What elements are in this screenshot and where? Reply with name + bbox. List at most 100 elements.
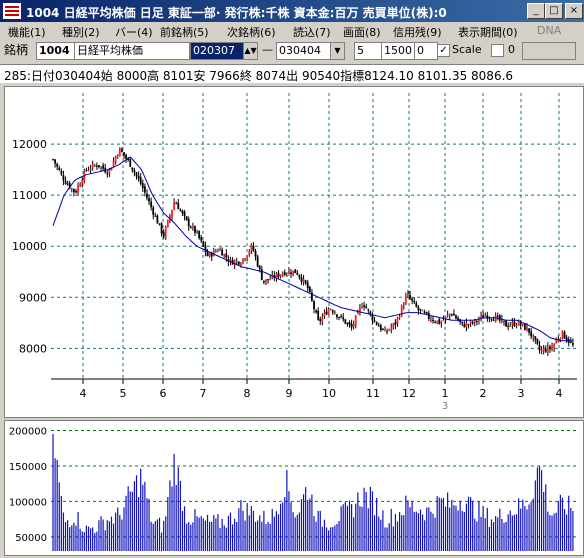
menu-function[interactable]: 機能(1): [8, 26, 46, 39]
candle-body: [248, 251, 251, 255]
candle-body: [217, 251, 219, 253]
candle-body: [333, 313, 336, 315]
candle-body: [110, 167, 113, 171]
candle-body: [194, 226, 196, 233]
candle-body: [400, 305, 403, 317]
candle-body: [158, 223, 161, 225]
price-y-tick-label: 8000: [19, 342, 47, 355]
candle-body: [356, 310, 359, 315]
candle-body: [432, 319, 434, 322]
candle-body: [323, 312, 326, 317]
candle-body: [379, 325, 382, 331]
symbol-code-input[interactable]: 1004: [36, 42, 76, 60]
volume-chart-panel[interactable]: 50000 100000 150000 200000: [4, 420, 584, 556]
candle-body: [402, 305, 405, 307]
candle-body: [62, 175, 65, 181]
candle-body: [154, 215, 157, 217]
candle-body: [77, 185, 79, 193]
quote-info-text: 285:日付030404始 8000高 8101安 7966終 8074出 90…: [4, 69, 514, 83]
scale-value-checkbox[interactable]: [491, 44, 504, 57]
candle-body: [300, 277, 303, 282]
start-date-input[interactable]: 020307: [190, 42, 246, 60]
candle-body: [569, 341, 572, 343]
menu-next-symbol[interactable]: 次銘柄(6): [227, 26, 276, 39]
quote-info-bar: 285:日付030404始 8000高 8101安 7966終 8074出 90…: [0, 64, 584, 83]
candle-body: [494, 315, 497, 322]
candle-body: [288, 270, 290, 274]
candle-body: [342, 317, 345, 320]
start-date-spinner[interactable]: ▲▼: [243, 42, 258, 60]
candle-body: [177, 202, 180, 210]
menu-bar-type[interactable]: バー(4): [115, 26, 153, 39]
candle-body: [384, 330, 386, 332]
menu-margin[interactable]: 信用残(9): [393, 26, 442, 39]
scale-checkbox[interactable]: ✓: [437, 44, 450, 57]
candle-body: [338, 316, 340, 318]
price-y-tick-label: 11000: [12, 189, 47, 202]
candle-body: [237, 261, 240, 265]
candle-body: [91, 163, 94, 168]
candle-body: [112, 161, 115, 167]
candle-body: [89, 168, 92, 170]
candle-body: [496, 315, 499, 317]
candle-body: [340, 315, 343, 317]
candle-body: [85, 169, 88, 171]
offset-input[interactable]: 0: [414, 42, 438, 60]
volume-y-tick-label: 100000: [9, 497, 47, 508]
candle-body: [244, 258, 246, 260]
period-input[interactable]: 5: [354, 42, 382, 60]
candle-body: [181, 210, 184, 214]
candle-body: [294, 269, 297, 274]
candle-body: [375, 321, 378, 325]
toolbar-spacer: [522, 42, 576, 60]
candle-body: [404, 295, 407, 305]
candle-body: [390, 327, 393, 330]
price-y-tick-label: 12000: [12, 138, 47, 151]
menu-screen[interactable]: 画面(8): [343, 26, 381, 39]
candle-body: [223, 254, 226, 257]
chevron-down-icon[interactable]: ▼: [330, 42, 345, 60]
candle-body: [131, 167, 134, 170]
candle-body: [233, 260, 236, 265]
candle-body: [419, 309, 422, 311]
candle-body: [156, 215, 159, 224]
candle-body: [509, 325, 512, 327]
candle-body: [279, 274, 282, 277]
candle-body: [123, 152, 125, 156]
candle-body: [252, 245, 255, 251]
candle-body: [60, 171, 63, 174]
bars-input[interactable]: 1500: [381, 42, 417, 60]
candle-body: [210, 253, 213, 257]
menu-dna[interactable]: DNA: [537, 24, 562, 37]
minimize-button[interactable]: _: [527, 3, 545, 19]
price-chart-panel[interactable]: 8000 9000 10000 11000 12000 4 5 6 7 8 9 10 11 12 1 2 3 4 3: [4, 86, 584, 418]
candle-body: [329, 309, 332, 311]
symbol-name-field[interactable]: 日経平均株価: [74, 42, 190, 60]
candle-body: [398, 316, 401, 319]
candle-body: [478, 319, 480, 321]
menu-type[interactable]: 種別(2): [62, 26, 100, 39]
menu-prev-symbol[interactable]: 前銘柄(5): [160, 26, 209, 39]
candle-body: [551, 346, 553, 351]
candle-body: [394, 322, 397, 325]
menu-load[interactable]: 読込(7): [293, 26, 331, 39]
candle-body: [133, 170, 136, 173]
candle-body: [532, 336, 535, 338]
end-date-select[interactable]: 030404: [276, 42, 334, 60]
candle-body: [348, 322, 351, 325]
candle-body: [523, 323, 526, 330]
candle-body: [452, 313, 455, 316]
candle-body: [319, 319, 322, 322]
candle-body: [486, 315, 489, 319]
menu-display-period[interactable]: 表示期間(0): [458, 26, 518, 39]
candle-body: [308, 286, 311, 292]
candle-body: [206, 250, 209, 256]
candle-body: [143, 186, 146, 193]
candle-body: [240, 264, 242, 266]
close-button[interactable]: ×: [565, 3, 583, 19]
candle-body: [225, 253, 228, 258]
candle-body: [129, 158, 132, 167]
candle-body: [396, 317, 399, 324]
candle-body: [285, 273, 288, 275]
maximize-button[interactable]: □: [545, 3, 563, 19]
